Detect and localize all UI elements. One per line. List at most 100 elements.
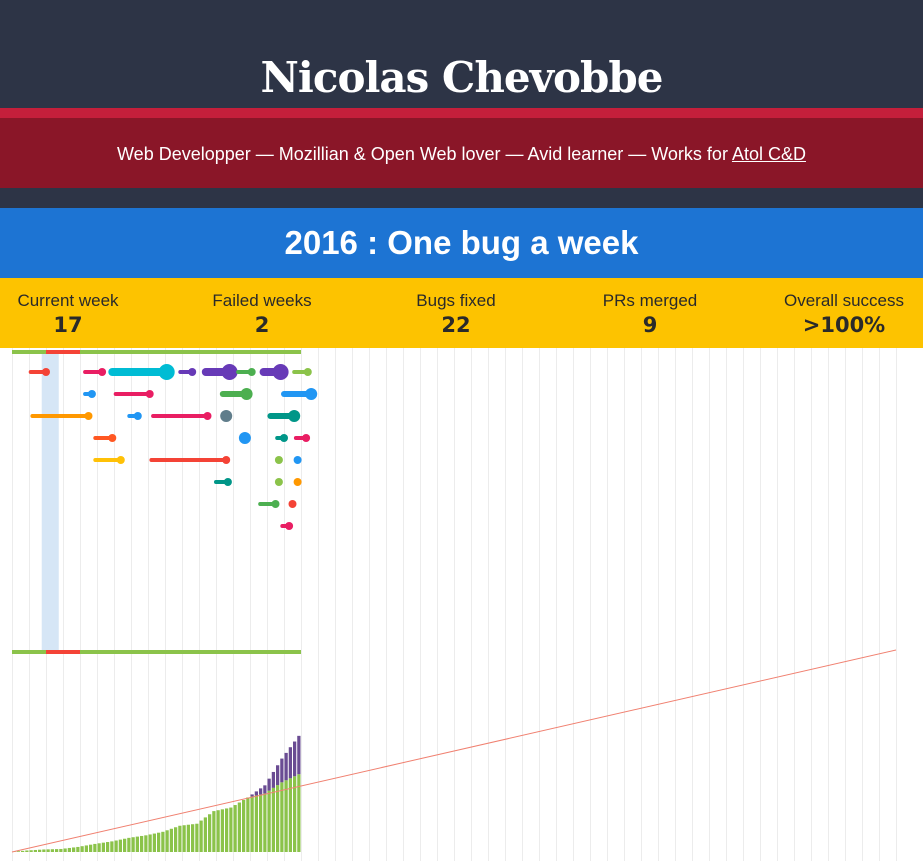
week-status-ok bbox=[148, 350, 165, 354]
extra-bar bbox=[267, 778, 271, 791]
extra-bar bbox=[271, 771, 275, 788]
stat-label: Bugs fixed bbox=[416, 291, 496, 310]
cumulative-bar bbox=[118, 839, 122, 852]
cumulative-bar bbox=[55, 849, 59, 852]
task-end-dot bbox=[280, 434, 288, 442]
cumulative-bar bbox=[123, 838, 127, 852]
week-status-ok bbox=[131, 350, 148, 354]
week-status-failed bbox=[63, 650, 80, 654]
cumulative-bar bbox=[84, 845, 88, 852]
stat-label: PRs merged bbox=[602, 291, 698, 310]
stat-overall-success: Overall success >100% bbox=[774, 278, 914, 348]
extra-bar bbox=[250, 794, 254, 797]
cumulative-bar bbox=[144, 835, 148, 852]
cumulative-bar bbox=[46, 849, 50, 852]
task-end-dot bbox=[145, 390, 154, 398]
stat-value: 2 bbox=[254, 313, 270, 337]
extra-bar bbox=[288, 747, 292, 779]
extra-bar bbox=[284, 752, 288, 781]
timeline-task bbox=[259, 364, 289, 380]
cumulative-bar bbox=[93, 843, 97, 852]
cumulative-bar bbox=[220, 809, 224, 852]
weekly-chart bbox=[11, 348, 897, 861]
stat-value: 22 bbox=[441, 313, 471, 337]
cumulative-bar bbox=[208, 814, 212, 852]
cumulative-bar bbox=[229, 807, 233, 852]
timeline-task bbox=[30, 412, 93, 420]
timeline-task bbox=[219, 388, 253, 400]
timeline-task bbox=[292, 368, 312, 376]
timeline-task bbox=[275, 434, 288, 442]
week-status-ok bbox=[12, 350, 29, 354]
cumulative-bar bbox=[29, 850, 33, 852]
timeline-task bbox=[149, 456, 231, 464]
task-end-dot bbox=[223, 478, 232, 486]
cumulative-bar bbox=[106, 842, 110, 852]
extra-bar bbox=[254, 791, 258, 796]
cumulative-bar bbox=[114, 840, 118, 852]
cumulative-bar bbox=[254, 795, 258, 852]
week-status-ok bbox=[216, 350, 233, 354]
timeline-task bbox=[93, 434, 117, 442]
cumulative-bar bbox=[259, 794, 263, 852]
task-end-dot bbox=[87, 390, 96, 398]
task-end-dot bbox=[305, 388, 318, 400]
cumulative-bar bbox=[157, 832, 161, 852]
extra-bar bbox=[293, 741, 297, 777]
task-end-dot bbox=[303, 368, 312, 376]
cumulative-bar bbox=[246, 797, 250, 852]
cumulative-bar bbox=[165, 830, 169, 852]
week-status-ok bbox=[250, 350, 267, 354]
cumulative-bar bbox=[148, 834, 152, 852]
cumulative-bar bbox=[276, 785, 280, 852]
timeline-task bbox=[108, 364, 175, 380]
stat-failed-weeks: Failed weeks 2 bbox=[192, 278, 332, 348]
week-status-ok bbox=[199, 650, 216, 654]
task-end-dot bbox=[42, 368, 50, 376]
stat-value: >100% bbox=[802, 313, 886, 337]
employer-link[interactable]: Atol C&D bbox=[731, 144, 806, 164]
timeline-task bbox=[151, 412, 212, 420]
task-end-dot bbox=[203, 412, 212, 420]
week-status-ok bbox=[80, 350, 97, 354]
cumulative-bar bbox=[38, 849, 42, 852]
extra-bar bbox=[263, 785, 267, 794]
current-week-highlight bbox=[41, 352, 59, 652]
section-title: 2016 : One bug a week bbox=[284, 224, 639, 261]
stat-current-week: Current week 17 bbox=[0, 278, 138, 348]
week-status-ok bbox=[114, 650, 131, 654]
timeline-task bbox=[201, 364, 238, 380]
tagline-text: Web Developper — Mozillian & Open Web lo… bbox=[117, 144, 732, 164]
week-status-ok bbox=[233, 350, 250, 354]
cumulative-bar bbox=[195, 823, 199, 852]
cumulative-bar bbox=[293, 776, 297, 852]
cumulative-bar bbox=[182, 825, 186, 852]
task-end-dot bbox=[133, 412, 142, 420]
cumulative-bar bbox=[186, 824, 190, 852]
cumulative-bar bbox=[101, 842, 105, 852]
timeline-task bbox=[113, 390, 154, 398]
timeline-task bbox=[214, 478, 232, 486]
cumulative-bar bbox=[135, 836, 139, 852]
stat-bugs-fixed: Bugs fixed 22 bbox=[386, 278, 526, 348]
cumulative-bar bbox=[110, 841, 114, 852]
timeline-tasks bbox=[28, 364, 318, 530]
timeline-task bbox=[280, 522, 294, 530]
cumulative-bar bbox=[297, 774, 301, 852]
cumulative-bar bbox=[169, 828, 173, 852]
timeline-task bbox=[238, 432, 251, 444]
cumulative-bar bbox=[50, 849, 54, 852]
extra-bar bbox=[259, 788, 263, 795]
week-status-ok bbox=[29, 650, 46, 654]
site-title[interactable]: Nicolas Chevobbe bbox=[260, 53, 664, 102]
cumulative-bar bbox=[284, 780, 288, 852]
week-status-ok bbox=[216, 650, 233, 654]
cumulative-bar bbox=[288, 778, 292, 852]
timeline-task bbox=[274, 456, 283, 464]
cumulative-bar bbox=[225, 808, 229, 852]
week-status-ok bbox=[148, 650, 165, 654]
cumulative-bar bbox=[140, 835, 144, 852]
cumulative-bar bbox=[25, 850, 29, 852]
week-status-ok bbox=[182, 350, 199, 354]
task-end-dot bbox=[240, 388, 253, 400]
